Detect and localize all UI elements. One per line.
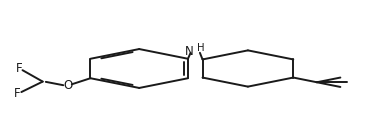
Text: O: O: [63, 79, 73, 92]
Text: N: N: [185, 45, 194, 58]
Text: H: H: [197, 43, 204, 53]
Text: F: F: [14, 87, 21, 100]
Text: F: F: [16, 62, 23, 75]
